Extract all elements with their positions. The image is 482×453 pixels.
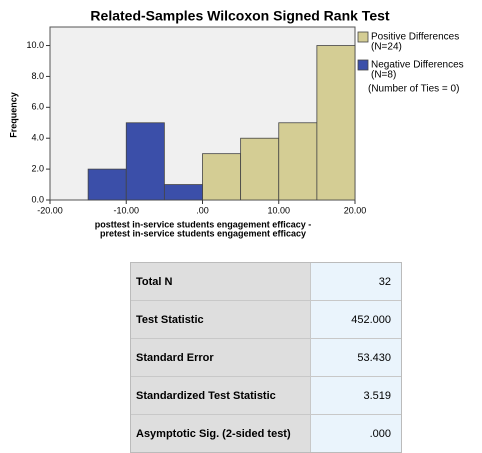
x-tick-label: 20.00 (344, 205, 367, 215)
x-tick-label: -20.00 (37, 205, 63, 215)
x-axis-label: pretest in-service students engagement e… (100, 228, 306, 238)
row-value: 3.519 (311, 377, 401, 414)
chart: Related-Samples Wilcoxon Signed Rank Tes… (8, 8, 464, 239)
row-value: 53.430 (311, 339, 401, 376)
row-label: Standard Error (131, 339, 311, 376)
table-row: Total N 32 (131, 263, 401, 301)
legend-swatch (357, 59, 369, 71)
x-axis-label: posttest in-service students engagement … (95, 219, 312, 229)
row-value: 32 (311, 263, 401, 300)
y-tick-label: 0.0 (31, 194, 44, 204)
bar (316, 45, 356, 201)
bar (202, 153, 242, 201)
result-table: Total N 32 Test Statistic 452.000 Standard E… (130, 262, 402, 453)
row-label: Test Statistic (131, 301, 311, 338)
table-row: Standard Error 53.430 (131, 339, 401, 377)
x-tick-label: -10.00 (113, 205, 139, 215)
bar (163, 184, 203, 201)
legend-label: (N=24) (371, 42, 402, 53)
y-axis-label: Frequency (8, 92, 18, 138)
bar (240, 137, 280, 201)
y-tick-label: 6.0 (31, 102, 44, 112)
row-label: Standardized Test Statistic (131, 377, 311, 414)
legend-swatch (357, 31, 369, 43)
x-tick-label: 10.00 (267, 205, 290, 215)
row-value: 452.000 (311, 301, 401, 338)
legend-label: Negative Differences (371, 60, 464, 71)
bar (87, 168, 127, 201)
y-tick-label: 10.0 (26, 40, 44, 50)
y-tick-label: 2.0 (31, 163, 44, 173)
bar (125, 122, 165, 201)
row-label: Total N (131, 263, 311, 300)
chart-title: Related-Samples Wilcoxon Signed Rank Tes… (90, 8, 389, 24)
row-label: Asymptotic Sig. (2-sided test) (131, 415, 311, 452)
table-row: Standardized Test Statistic 3.519 (131, 377, 401, 415)
x-tick-label: .00 (196, 205, 209, 215)
y-tick-label: 8.0 (31, 71, 44, 81)
y-tick-label: 4.0 (31, 133, 44, 143)
table-row: Test Statistic 452.000 (131, 301, 401, 339)
row-value: .000 (311, 415, 401, 452)
bar (278, 122, 318, 201)
table-row: Asymptotic Sig. (2-sided test) .000 (131, 415, 401, 452)
legend-label: (N=8) (371, 70, 396, 81)
legend-label: Positive Differences (371, 32, 459, 43)
legend-note: (Number of Ties = 0) (368, 84, 459, 95)
